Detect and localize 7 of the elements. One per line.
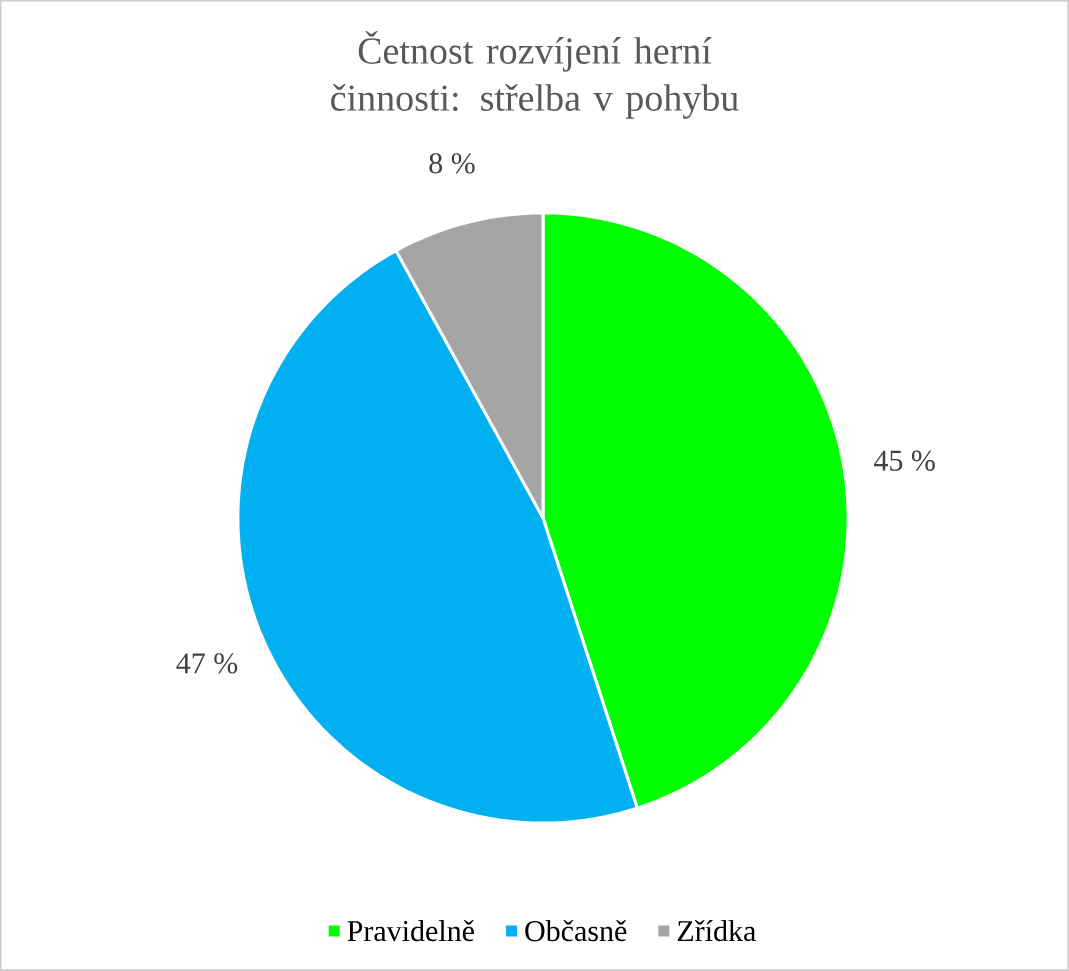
legend-label: Pravidelně <box>347 920 474 942</box>
legend-label: Občasně <box>525 920 627 942</box>
data-label: 8 % <box>429 153 475 174</box>
data-label: 47 % <box>176 653 238 674</box>
data-label: 45 % <box>873 450 935 471</box>
legend-label: Zřídka <box>677 920 756 942</box>
chart-title: Četnost rozvíjení herní činnosti: střelba v pohybu <box>331 30 739 119</box>
